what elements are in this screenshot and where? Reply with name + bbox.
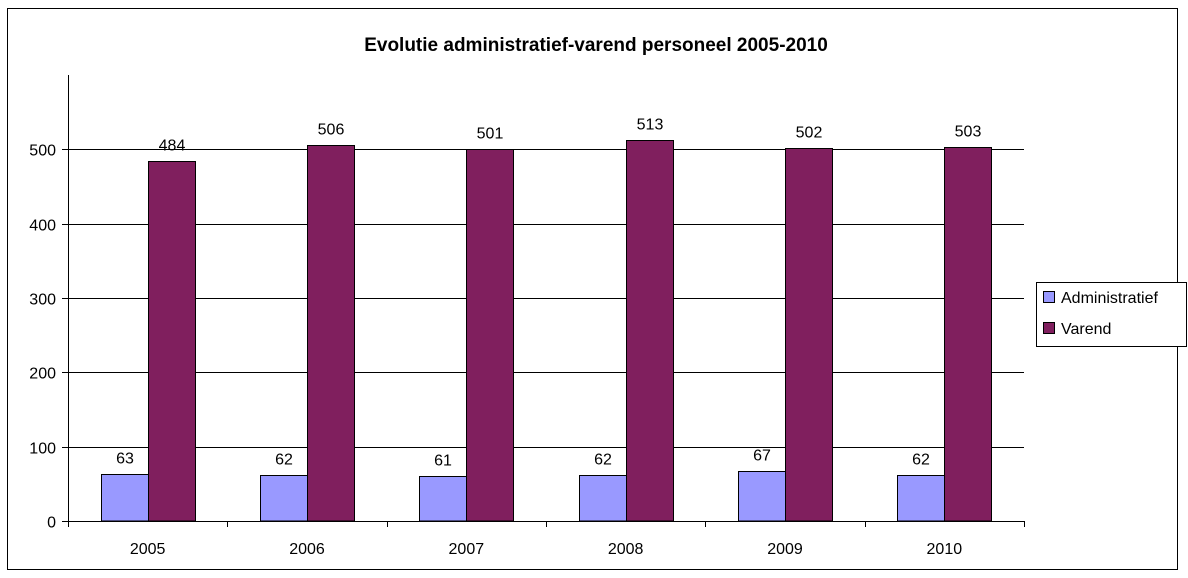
bar-administratief-2008	[579, 475, 627, 522]
legend: Administratief Varend	[1036, 282, 1187, 347]
bar-varend-2005	[148, 161, 196, 522]
data-label: 67	[753, 448, 771, 465]
data-label: 501	[477, 126, 504, 143]
bars	[101, 140, 992, 522]
x-tick-label: 2008	[608, 541, 644, 558]
gridlines	[68, 149, 1024, 448]
y-tick-label: 0	[47, 515, 56, 532]
data-labels: 63 484 62 506 61 501 62 513 67 502 62 503	[116, 117, 981, 470]
data-label: 503	[955, 124, 982, 141]
data-label: 506	[318, 122, 345, 139]
y-tick-label: 200	[29, 366, 56, 383]
x-tick-label: 2005	[130, 541, 166, 558]
data-label: 484	[159, 138, 186, 155]
bar-varend-2006	[307, 145, 355, 522]
x-tick-label: 2007	[449, 541, 485, 558]
bar-administratief-2010	[897, 475, 945, 522]
x-tick-label: 2006	[289, 541, 325, 558]
x-tick-label: 2010	[927, 541, 963, 558]
y-tick-label: 300	[29, 292, 56, 309]
data-label: 63	[116, 451, 134, 468]
data-label: 62	[594, 452, 612, 469]
axes: 0 100 200 300 400 500 2005 2006 2007 2008 2009 2010	[29, 75, 1025, 558]
chart-title: Evolutie administratief-varend personeel…	[364, 35, 828, 56]
legend-box	[1036, 282, 1187, 347]
bar-administratief-2009	[738, 471, 786, 522]
legend-label: Administratief	[1061, 290, 1158, 307]
bar-administratief-2005	[101, 474, 149, 522]
legend-label: Varend	[1061, 321, 1111, 338]
data-label: 61	[434, 453, 452, 470]
data-label: 62	[912, 452, 930, 469]
data-label: 62	[275, 452, 293, 469]
x-tick-label: 2009	[767, 541, 803, 558]
bar-varend-2009	[785, 148, 833, 522]
legend-swatch	[1043, 322, 1055, 334]
bar-varend-2008	[626, 140, 674, 522]
legend-swatch	[1043, 291, 1055, 303]
bar-administratief-2006	[260, 475, 308, 522]
bar-administratief-2007	[419, 476, 467, 522]
y-tick-label: 400	[29, 218, 56, 235]
data-label: 502	[796, 125, 823, 142]
y-tick-label: 500	[29, 143, 56, 160]
data-label: 513	[637, 117, 664, 134]
bar-varend-2010	[944, 147, 992, 522]
bar-varend-2007	[466, 149, 514, 522]
y-tick-label: 100	[29, 441, 56, 458]
